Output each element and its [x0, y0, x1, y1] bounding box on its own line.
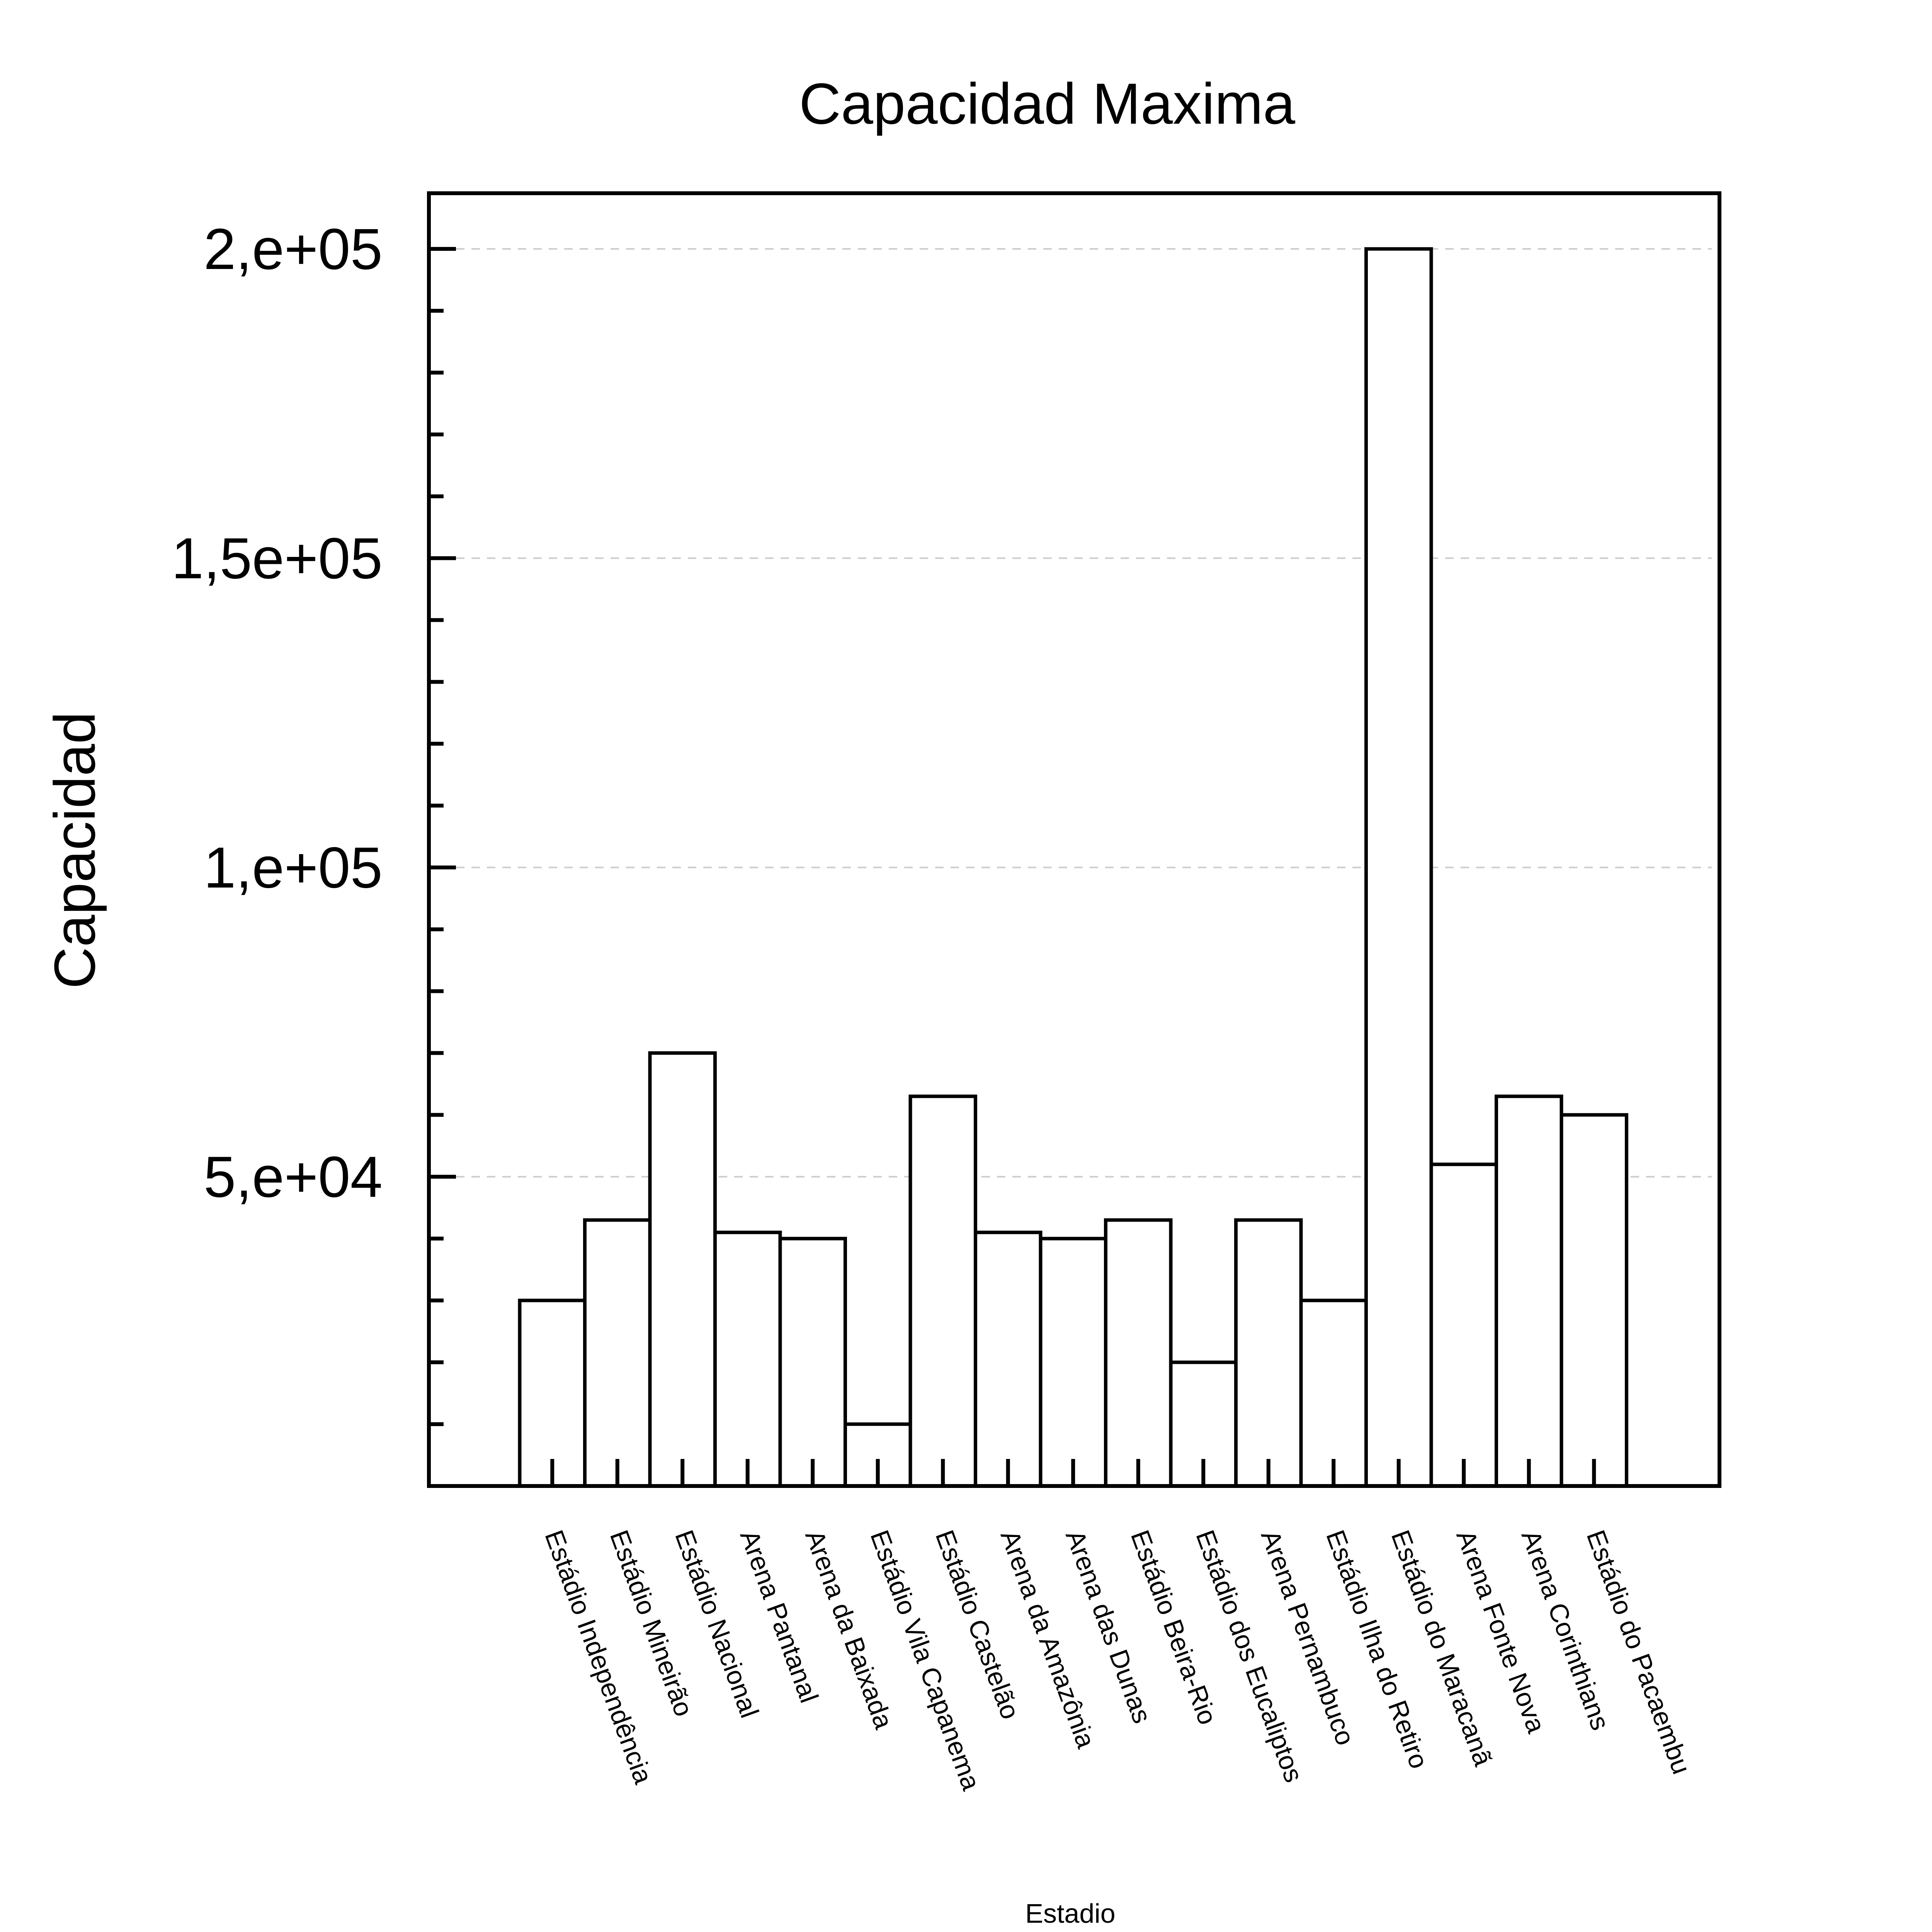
bar — [974, 1231, 1043, 1488]
y-axis-label: Capacidad — [42, 712, 107, 989]
bar — [1039, 1237, 1107, 1488]
y-axis-ticks: 5,e+04 1,e+05 1,5e+05 2,e+05 — [172, 216, 456, 1426]
bar — [1234, 1218, 1303, 1488]
bar — [1495, 1095, 1563, 1488]
bar — [1560, 1113, 1628, 1488]
bar — [1364, 247, 1433, 1488]
x-axis-label: Estadio — [1025, 1898, 1115, 1929]
bar — [778, 1237, 847, 1488]
bar — [1299, 1299, 1368, 1488]
plot-frame — [427, 191, 1721, 1488]
bar — [908, 1095, 977, 1488]
bar — [583, 1218, 652, 1488]
bar — [1429, 1163, 1498, 1488]
bar — [518, 1299, 587, 1488]
bars — [518, 247, 1628, 1488]
grid-lines — [456, 248, 1712, 1178]
y-tick-label: 1,5e+05 — [172, 526, 383, 591]
bar — [713, 1231, 782, 1488]
bar — [1104, 1218, 1173, 1488]
chart-title: Capacidad Maxima — [799, 71, 1296, 136]
bar — [648, 1051, 717, 1488]
x-tick-label: Estádio do Pacaembu — [1581, 1526, 1696, 1778]
y-tick-label: 5,e+04 — [204, 1144, 383, 1209]
y-tick-label: 2,e+05 — [204, 216, 383, 281]
y-tick-label: 1,e+05 — [204, 835, 383, 900]
